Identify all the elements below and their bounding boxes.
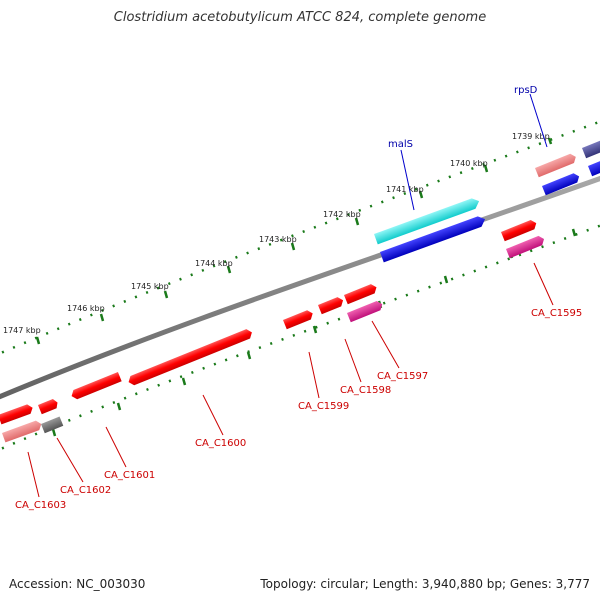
- gene-CA_C1597[interactable]: [344, 283, 378, 305]
- gene-label-CA_C1602: CA_C1602: [60, 485, 111, 496]
- gene-malS[interactable]: [374, 196, 481, 245]
- gene-label-CA_C1603: CA_C1603: [15, 500, 66, 511]
- gene-blue-forward-1[interactable]: [380, 214, 487, 263]
- tick-label-1745: 1745 kbp: [131, 282, 169, 291]
- tick-label-1746: 1746 kbp: [67, 304, 105, 313]
- accession-label: Accession: NC_003030: [9, 577, 146, 591]
- gene-CA_C1602[interactable]: [38, 398, 59, 415]
- gene-red-small-1599[interactable]: [283, 309, 315, 330]
- outer-major-ticks: [35, 137, 553, 345]
- gene-CA_C1602-b[interactable]: [41, 416, 64, 434]
- gene-label-CA_C1599: CA_C1599: [298, 401, 349, 412]
- gene-CA_C1601[interactable]: [70, 372, 122, 401]
- gene-navy-forward[interactable]: [582, 136, 600, 159]
- gene-CA_C1598[interactable]: [347, 300, 384, 323]
- outer-tick-track: [0, 120, 600, 355]
- gene-label-CA_C1595: CA_C1595: [531, 308, 582, 319]
- tick-label-1747: 1747 kbp: [3, 326, 41, 335]
- gene-salmon-forward[interactable]: [535, 152, 578, 178]
- tick-label-1744: 1744 kbp: [195, 259, 233, 268]
- gene-CA_C1595[interactable]: [501, 219, 538, 242]
- tick-label-1741: 1741 kbp: [386, 185, 424, 194]
- genome-backbone: [0, 175, 600, 400]
- gene-CA_C1595-b[interactable]: [506, 234, 546, 259]
- gene-label-CA_C1597: CA_C1597: [377, 371, 428, 382]
- inner-tick-track: [0, 224, 600, 451]
- gene-label-CA_C1598: CA_C1598: [340, 385, 391, 396]
- gene-label-CA_C1601: CA_C1601: [104, 470, 155, 481]
- tick-label-1743: 1743 kbp: [259, 235, 297, 244]
- gene-CA_C1600[interactable]: [127, 328, 254, 387]
- gene-CA_C1603[interactable]: [0, 403, 34, 425]
- genome-title: Clostridium acetobutylicum ATCC 824, com…: [113, 10, 487, 25]
- gene-label-CA_C1600: CA_C1600: [195, 438, 246, 449]
- tick-label-1739: 1739 kbp: [512, 132, 550, 141]
- gene-label-malS: malS: [388, 139, 413, 150]
- gene-CA_C1599[interactable]: [318, 296, 345, 315]
- tick-label-1740: 1740 kbp: [450, 159, 488, 168]
- gene-label-rpsD: rpsD: [514, 85, 538, 96]
- tick-label-1742: 1742 kbp: [323, 210, 361, 219]
- gene-blue-forward-3[interactable]: [588, 154, 600, 177]
- label-leader-lines: [27, 93, 554, 498]
- gene-CA_C1603-b[interactable]: [2, 419, 43, 443]
- gene-blue-forward-2[interactable]: [542, 172, 581, 196]
- topology-label: Topology: circular; Length: 3,940,880 bp…: [260, 577, 590, 591]
